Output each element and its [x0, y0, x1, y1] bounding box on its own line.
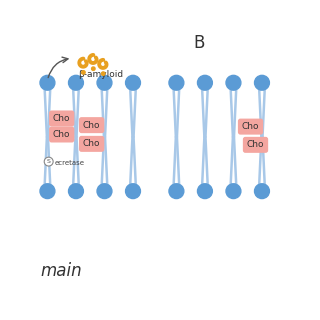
Circle shape: [92, 67, 95, 70]
Text: main: main: [40, 262, 82, 280]
Circle shape: [97, 76, 112, 90]
Circle shape: [97, 184, 112, 198]
Text: Cho: Cho: [83, 139, 100, 148]
Circle shape: [82, 71, 85, 74]
Circle shape: [254, 76, 269, 90]
Circle shape: [125, 184, 140, 198]
FancyBboxPatch shape: [79, 136, 104, 152]
Text: Cho: Cho: [53, 130, 70, 139]
Text: β-amyloid: β-amyloid: [78, 69, 124, 79]
Circle shape: [68, 76, 84, 90]
Circle shape: [101, 72, 105, 76]
Circle shape: [125, 76, 140, 90]
Text: Cho: Cho: [53, 114, 70, 123]
Circle shape: [44, 157, 53, 166]
Circle shape: [254, 184, 269, 198]
Circle shape: [197, 76, 212, 90]
Text: Cho: Cho: [242, 122, 259, 131]
Text: B: B: [194, 34, 205, 52]
Circle shape: [40, 76, 55, 90]
FancyBboxPatch shape: [243, 137, 268, 153]
FancyBboxPatch shape: [49, 126, 74, 142]
Circle shape: [169, 184, 184, 198]
Circle shape: [40, 184, 55, 198]
Text: ecretase: ecretase: [54, 160, 84, 166]
Circle shape: [197, 184, 212, 198]
Circle shape: [226, 184, 241, 198]
Text: S: S: [47, 159, 51, 164]
FancyBboxPatch shape: [79, 117, 104, 133]
FancyBboxPatch shape: [49, 110, 74, 126]
Circle shape: [169, 76, 184, 90]
Text: Cho: Cho: [247, 140, 264, 149]
FancyBboxPatch shape: [238, 119, 263, 135]
Text: Cho: Cho: [83, 121, 100, 130]
Circle shape: [68, 184, 84, 198]
Circle shape: [226, 76, 241, 90]
